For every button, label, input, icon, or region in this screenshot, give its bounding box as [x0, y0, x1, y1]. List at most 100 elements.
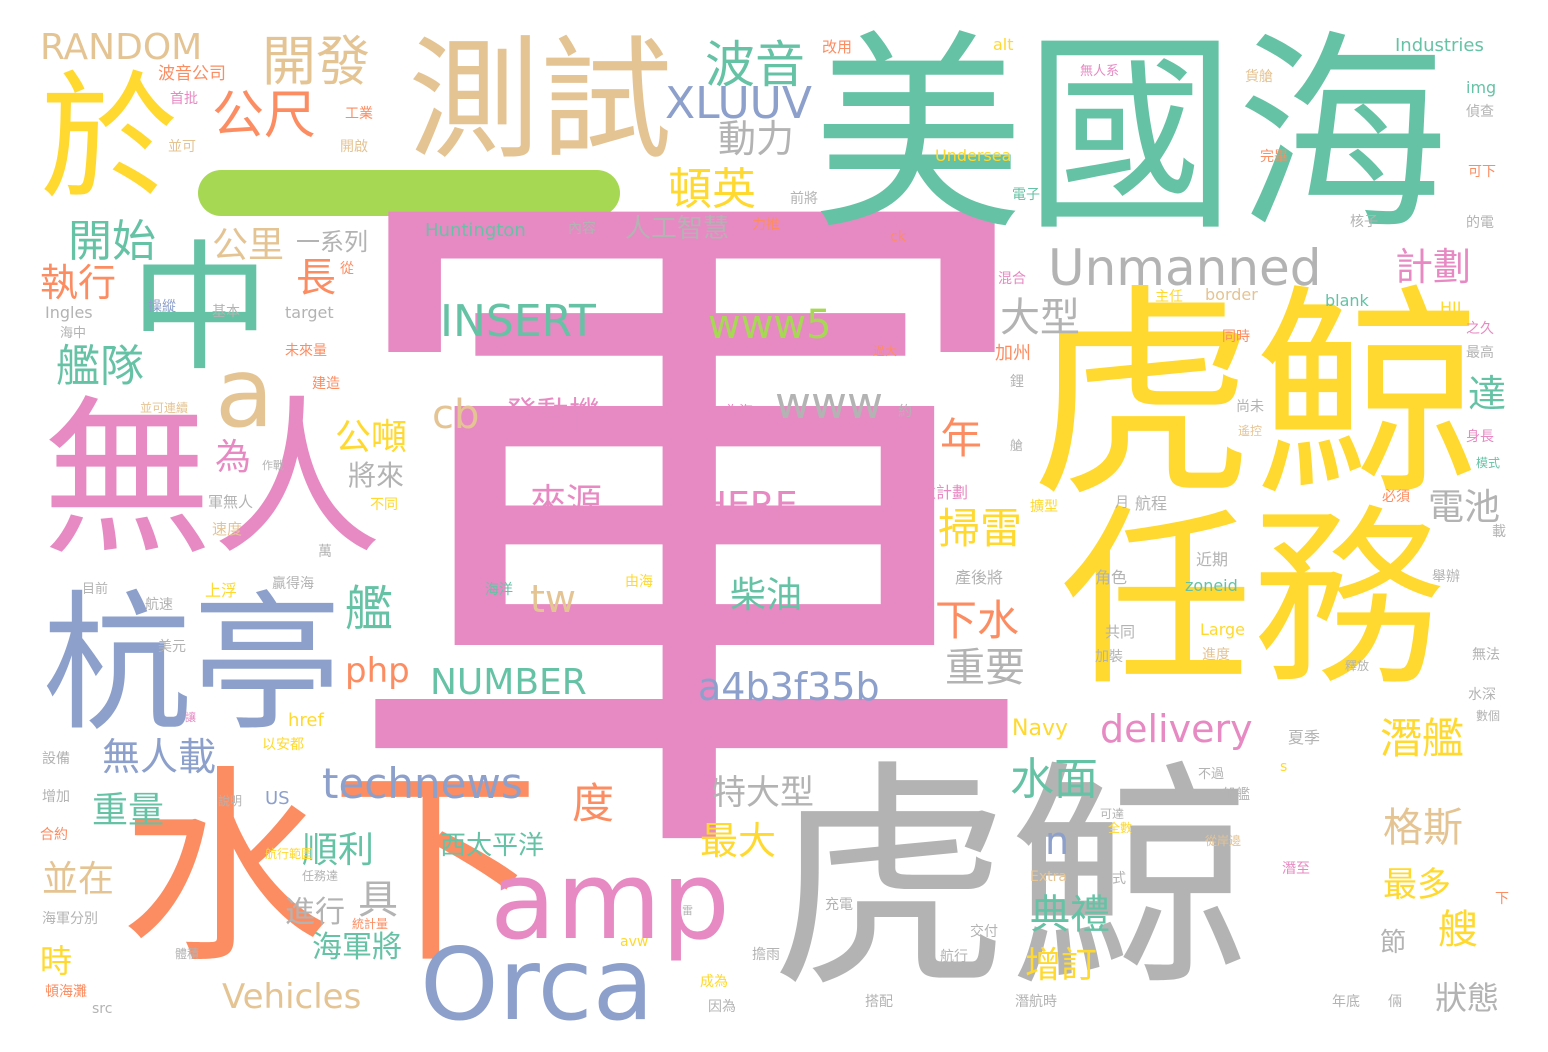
word: 開發 [262, 30, 370, 93]
word: src [92, 1001, 113, 1017]
word: 混合 [998, 271, 1026, 287]
word: 無人 [42, 381, 383, 579]
word: 開始 [68, 216, 156, 267]
word: 潛至 [1282, 861, 1310, 877]
word: 發動機 [505, 394, 602, 432]
word: 重量 [92, 790, 165, 831]
word: 格斯 [1383, 805, 1463, 851]
word: 航程 [1135, 494, 1168, 513]
word: Huntington [425, 220, 526, 241]
word: 艘 [1438, 907, 1478, 953]
word: 頓英 [668, 164, 756, 215]
word: 鋰 [1010, 374, 1024, 390]
word: 波音 [705, 36, 805, 94]
word: 無法 [1472, 647, 1500, 663]
word: 年 [940, 414, 983, 463]
word: 計劃 [1395, 245, 1472, 289]
word: 的電 [1466, 215, 1494, 231]
word: 載 [1492, 524, 1506, 540]
word: 力推 [752, 217, 780, 233]
word: 西太平洋 [440, 831, 545, 861]
word: 來源 [530, 482, 603, 523]
word: ck [890, 229, 906, 245]
word: 加裝 [1095, 649, 1123, 665]
word: 軍 [330, 111, 1050, 949]
word: 狀態 [1435, 979, 1500, 1017]
word: 下 [1495, 891, 1509, 907]
word: 柴油 [730, 575, 803, 616]
word: 搭配 [865, 994, 893, 1010]
word: s [1280, 759, 1288, 775]
word: 數個 [1476, 709, 1501, 723]
word: avw [620, 934, 649, 950]
word: amp [490, 839, 730, 964]
word: 時 [40, 942, 73, 980]
word: 設備 [42, 751, 70, 767]
word: 擔雨 [752, 947, 780, 963]
word: 身長 [1466, 429, 1494, 445]
word: 具 [358, 877, 398, 923]
word: 主任 [1155, 289, 1183, 305]
word: 並可 [168, 139, 196, 155]
word: 最高 [1466, 345, 1494, 361]
word: 可下 [1468, 164, 1496, 180]
word: border [1205, 285, 1258, 304]
word: 波音公司 [158, 64, 226, 84]
word: 艙 [1010, 439, 1024, 454]
word: US [265, 788, 290, 809]
word: 擴型 [1030, 499, 1058, 515]
word: delivery [1100, 707, 1253, 751]
word: 尚未 [1236, 399, 1264, 415]
word: 之久 [1466, 321, 1494, 337]
word: 艦隊 [56, 341, 144, 392]
word: NUMBER [430, 662, 587, 703]
word: 近期 [1196, 550, 1229, 569]
word: technews [322, 759, 523, 808]
word: 潛艦 [1380, 714, 1465, 763]
word: 遙控 [1238, 424, 1263, 438]
word: 工業 [345, 106, 373, 122]
word: INSERT [440, 296, 596, 347]
word: blank [1325, 291, 1369, 310]
word: alt [993, 35, 1014, 54]
word: Vehicles [222, 977, 362, 1017]
word: 目前 [82, 582, 109, 597]
word: 雷 [682, 904, 693, 917]
word: RANDOM [40, 27, 203, 68]
word: 讓 [185, 711, 196, 724]
word: Navy [1012, 716, 1068, 741]
word: 月 [1115, 495, 1129, 511]
word: 航速 [145, 597, 173, 613]
word: 作戰 [262, 459, 284, 472]
word: 核子 [1350, 214, 1378, 230]
word: 說明 [218, 794, 243, 808]
word: 方式 [1098, 871, 1126, 887]
word: 加州 [995, 343, 1031, 364]
word: Extra [1030, 869, 1067, 885]
word: 中 [130, 228, 271, 391]
word: 釋放 [1345, 659, 1370, 673]
word: php [345, 651, 410, 691]
word: 改用 [822, 38, 853, 56]
word: 於 [40, 58, 179, 219]
word: 並可連續 [140, 401, 189, 415]
word: 統計量 [352, 917, 389, 931]
word: a [215, 337, 274, 449]
word: 水面 [1010, 754, 1098, 805]
word: 首批 [170, 91, 198, 107]
word: Orca [420, 926, 654, 1043]
word: 公尺 [212, 86, 317, 146]
word: 公里 [212, 225, 285, 266]
word: 一系列 [296, 228, 368, 256]
word: 動力 [718, 117, 795, 161]
word: 全數 [1108, 821, 1133, 835]
word: 為海 [725, 404, 753, 420]
word: 大型 [1000, 295, 1080, 341]
word: 最大 [700, 819, 777, 863]
word: 增加 [42, 789, 70, 805]
word: 基本 [212, 304, 240, 320]
word: img [1466, 78, 1497, 97]
word: a4b3f35b [698, 665, 880, 709]
green-bar [198, 170, 620, 216]
